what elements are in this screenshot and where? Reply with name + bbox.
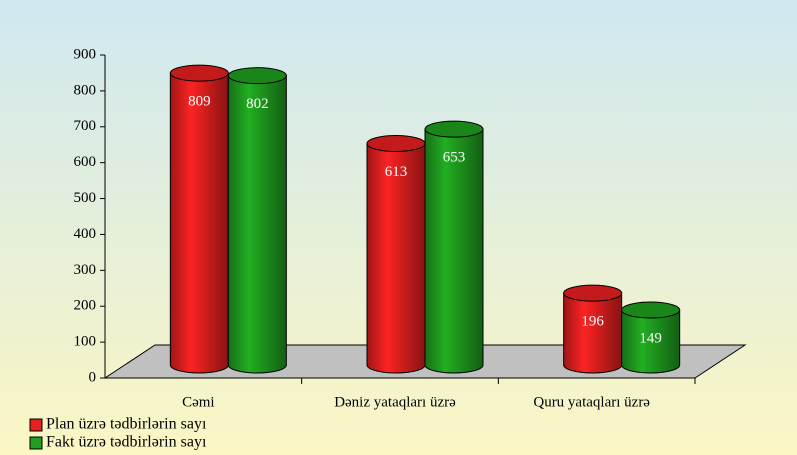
y-tick-label: 0 [89, 369, 97, 385]
x-tick-label: Dəniz yataqları üzrə [334, 394, 456, 410]
y-tick-label: 300 [74, 262, 97, 278]
bar [227, 67, 287, 374]
bar [424, 120, 484, 374]
bar-top [621, 301, 681, 319]
bar-top [563, 284, 623, 302]
y-tick-label: 800 [74, 82, 97, 98]
bar-body [621, 309, 681, 374]
x-tick-label: Cəmi [182, 394, 215, 410]
data-label: 196 [581, 314, 604, 330]
bar [169, 64, 229, 374]
bar-body [424, 128, 484, 374]
bar [563, 284, 623, 374]
bar-body [563, 292, 623, 374]
legend-label: Plan üzrə tədbirlərin sayı [46, 416, 207, 433]
y-tick-label: 600 [74, 154, 97, 170]
bar-body [169, 72, 229, 374]
legend-label: Fakt üzrə tədbirlərin sayı [46, 434, 207, 451]
bar-top [366, 135, 426, 153]
bar-top [169, 64, 229, 82]
data-label: 809 [188, 94, 211, 110]
legend-swatch [29, 418, 43, 432]
y-tick-label: 500 [74, 190, 97, 206]
data-label: 149 [639, 330, 662, 346]
x-tick-label: Quru yataqları üzrə [533, 394, 650, 410]
y-tick-label: 900 [74, 46, 97, 62]
y-tick-label: 200 [74, 298, 97, 314]
y-tick-label: 700 [74, 118, 97, 134]
data-label: 653 [443, 150, 466, 166]
y-tick-label: 100 [74, 334, 97, 350]
data-label: 613 [385, 164, 408, 180]
legend-swatch [29, 436, 43, 450]
data-label: 802 [246, 96, 269, 112]
bar [621, 301, 681, 374]
bar-body [366, 143, 426, 374]
y-tick-label: 400 [74, 226, 97, 242]
bar-top [227, 67, 287, 85]
bar-body [227, 75, 287, 374]
bar-top [424, 120, 484, 138]
